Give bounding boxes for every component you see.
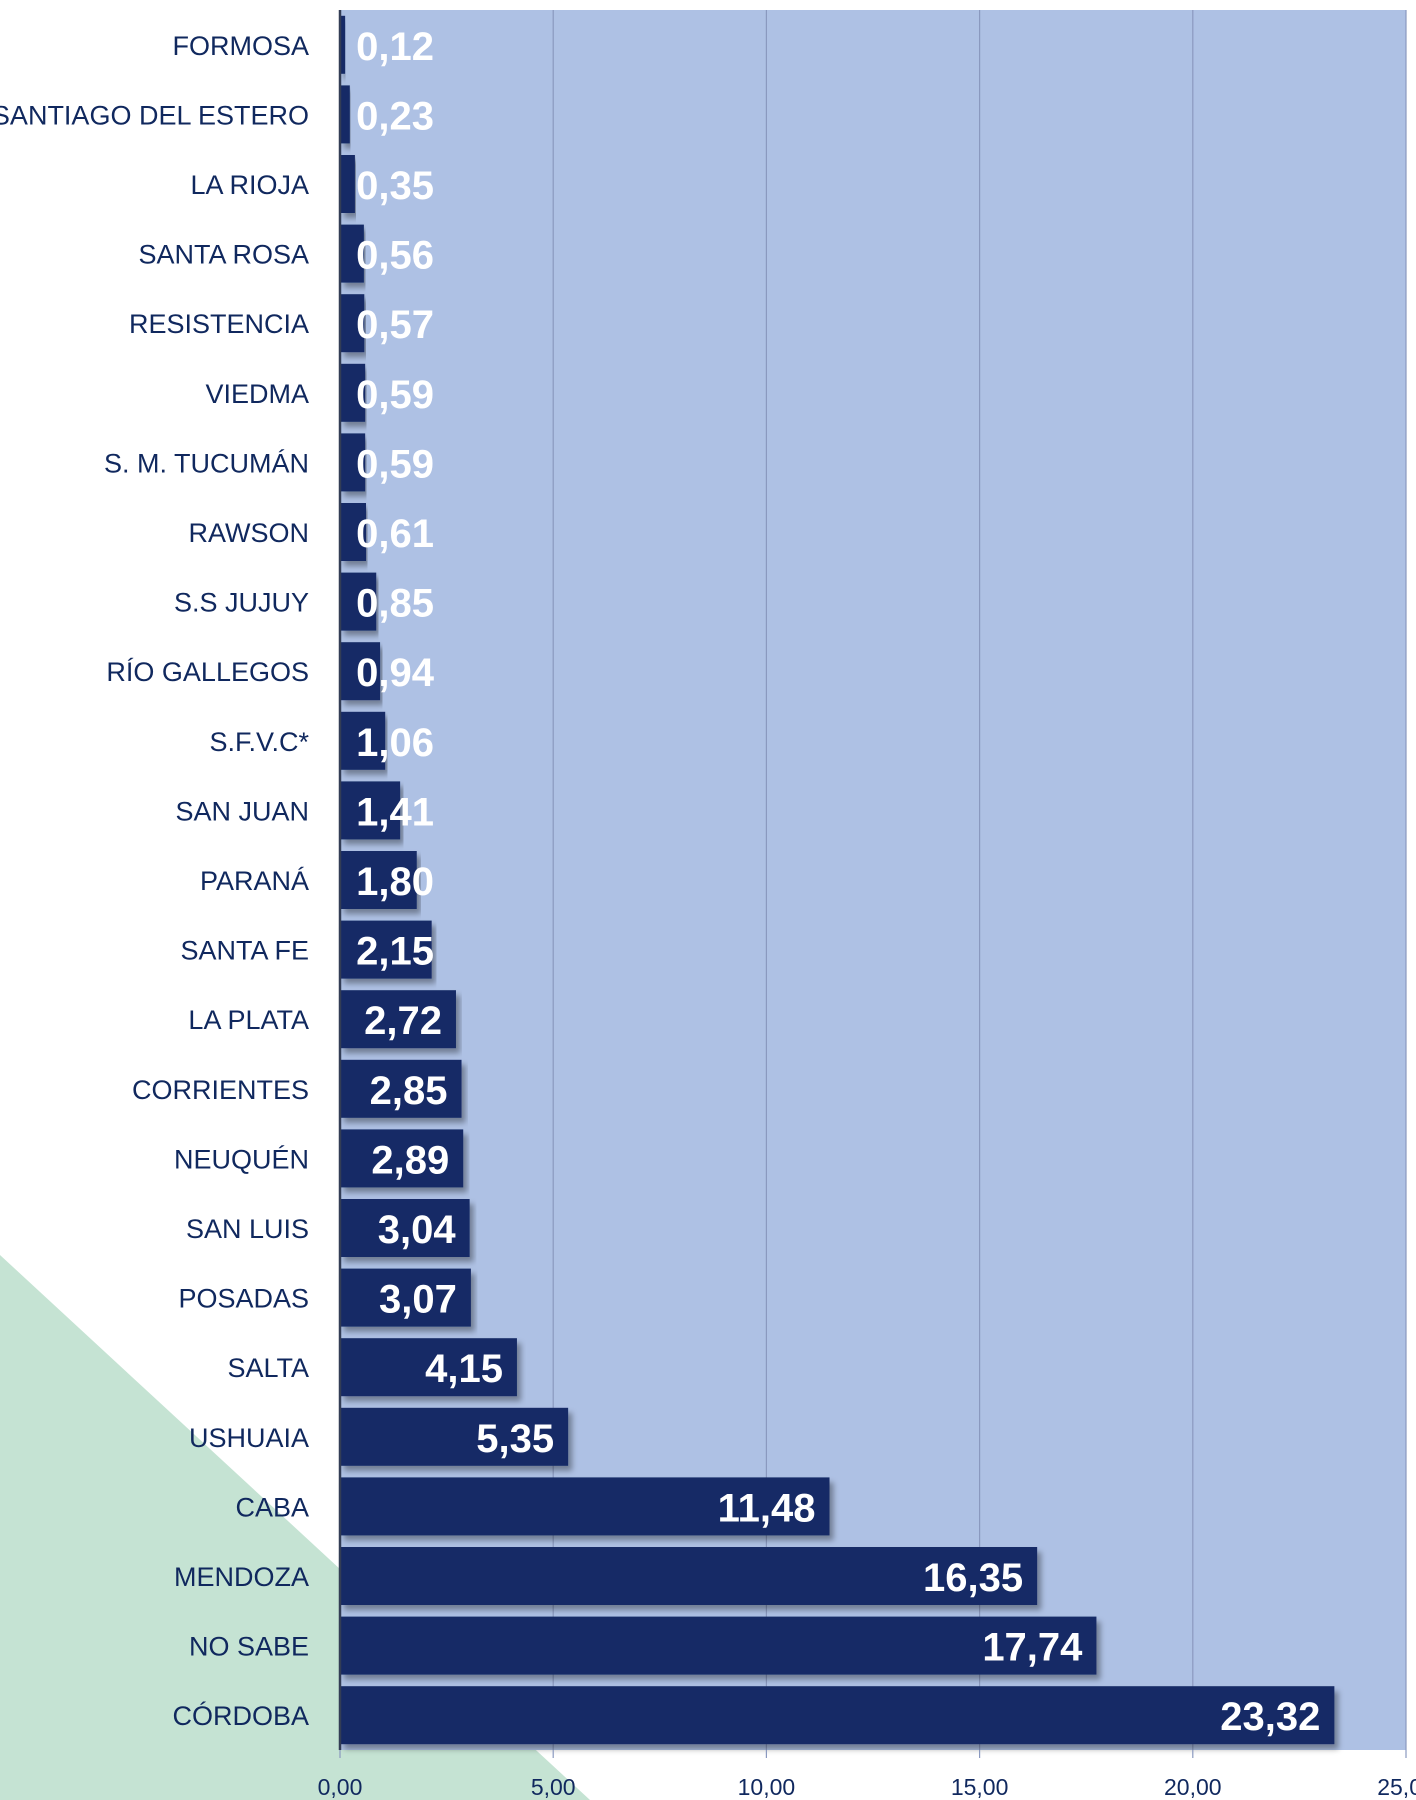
x-tick-label: 5,00 [531, 1774, 576, 1800]
data-label: 0,35 [356, 164, 434, 208]
bar [340, 572, 377, 631]
category-label: NO SABE [189, 1632, 309, 1662]
data-label: 5,35 [476, 1417, 554, 1461]
x-tick-label: 20,00 [1164, 1774, 1222, 1800]
bar [340, 503, 367, 561]
data-label: 1,06 [356, 721, 434, 765]
data-label: 0,94 [356, 651, 435, 695]
category-label: SANTIAGO DEL ESTERO [0, 100, 309, 130]
bar [340, 851, 417, 909]
x-tick-label: 10,00 [738, 1774, 796, 1800]
data-label: 0,57 [356, 303, 434, 347]
data-label: 17,74 [982, 1626, 1083, 1670]
bar [340, 1129, 464, 1188]
bar [340, 294, 365, 353]
category-label: SANTA FE [180, 936, 309, 966]
category-label: SAN LUIS [186, 1214, 309, 1244]
data-label: 23,32 [1220, 1695, 1320, 1739]
category-label: S.S JUJUY [174, 588, 309, 618]
category-label: SALTA [227, 1353, 309, 1383]
data-label: 2,89 [371, 1138, 449, 1182]
data-label: 16,35 [923, 1556, 1023, 1600]
bar [340, 990, 456, 1049]
data-label: 1,80 [356, 860, 434, 904]
bar [340, 1547, 1038, 1605]
data-label: 0,56 [356, 234, 434, 278]
category-label: S. M. TUCUMÁN [104, 448, 309, 478]
data-label: 0,85 [356, 582, 434, 626]
category-label: LA PLATA [188, 1005, 309, 1035]
data-label: 2,15 [356, 930, 434, 974]
data-label: 11,48 [718, 1486, 816, 1530]
bar [340, 920, 432, 979]
bar [340, 433, 366, 492]
category-label: VIEDMA [205, 379, 309, 409]
category-label: SANTA ROSA [138, 240, 309, 270]
data-label: 0,12 [356, 25, 434, 69]
bar [340, 711, 386, 770]
bar [340, 15, 346, 74]
x-tick-label: 0,00 [318, 1774, 363, 1800]
category-label: S.F.V.C* [209, 727, 309, 757]
bar [340, 1059, 462, 1118]
category-label: NEUQUÉN [174, 1144, 309, 1174]
data-label: 2,72 [364, 999, 442, 1043]
bar [340, 1199, 470, 1257]
bar [340, 1616, 1097, 1675]
category-label: POSADAS [178, 1284, 309, 1314]
category-label: CORRIENTES [132, 1075, 309, 1105]
bar [340, 1338, 517, 1397]
bar [340, 224, 364, 283]
x-tick-label: 25,00 [1377, 1774, 1416, 1800]
bar [340, 642, 381, 701]
data-label: 4,15 [425, 1347, 503, 1391]
data-label: 0,23 [356, 94, 434, 138]
category-label: RÍO GALLEGOS [106, 657, 309, 687]
bar [340, 1477, 830, 1536]
data-label: 0,59 [356, 373, 434, 417]
category-label: FORMOSA [172, 31, 309, 61]
data-label: 1,41 [356, 790, 434, 834]
data-label: 2,85 [370, 1069, 448, 1113]
category-label: CABA [235, 1492, 309, 1522]
bar [340, 155, 355, 213]
category-label: MENDOZA [174, 1562, 309, 1592]
category-label: PARANÁ [200, 866, 309, 896]
category-label: SAN JUAN [175, 796, 309, 826]
bar [340, 85, 350, 144]
category-label: RAWSON [189, 518, 310, 548]
bar [340, 1407, 569, 1466]
category-label: LA RIOJA [190, 170, 309, 200]
bar [340, 781, 401, 840]
category-label: CÓRDOBA [172, 1700, 309, 1731]
x-tick-label: 15,00 [951, 1774, 1009, 1800]
category-label: RESISTENCIA [129, 309, 309, 339]
data-label: 3,07 [379, 1278, 457, 1322]
data-label: 0,59 [356, 442, 434, 486]
category-label: USHUAIA [189, 1423, 309, 1453]
data-label: 3,04 [378, 1208, 457, 1252]
bar [340, 1268, 471, 1327]
data-label: 0,61 [356, 512, 434, 556]
bar [340, 363, 366, 422]
bar [340, 1686, 1335, 1745]
